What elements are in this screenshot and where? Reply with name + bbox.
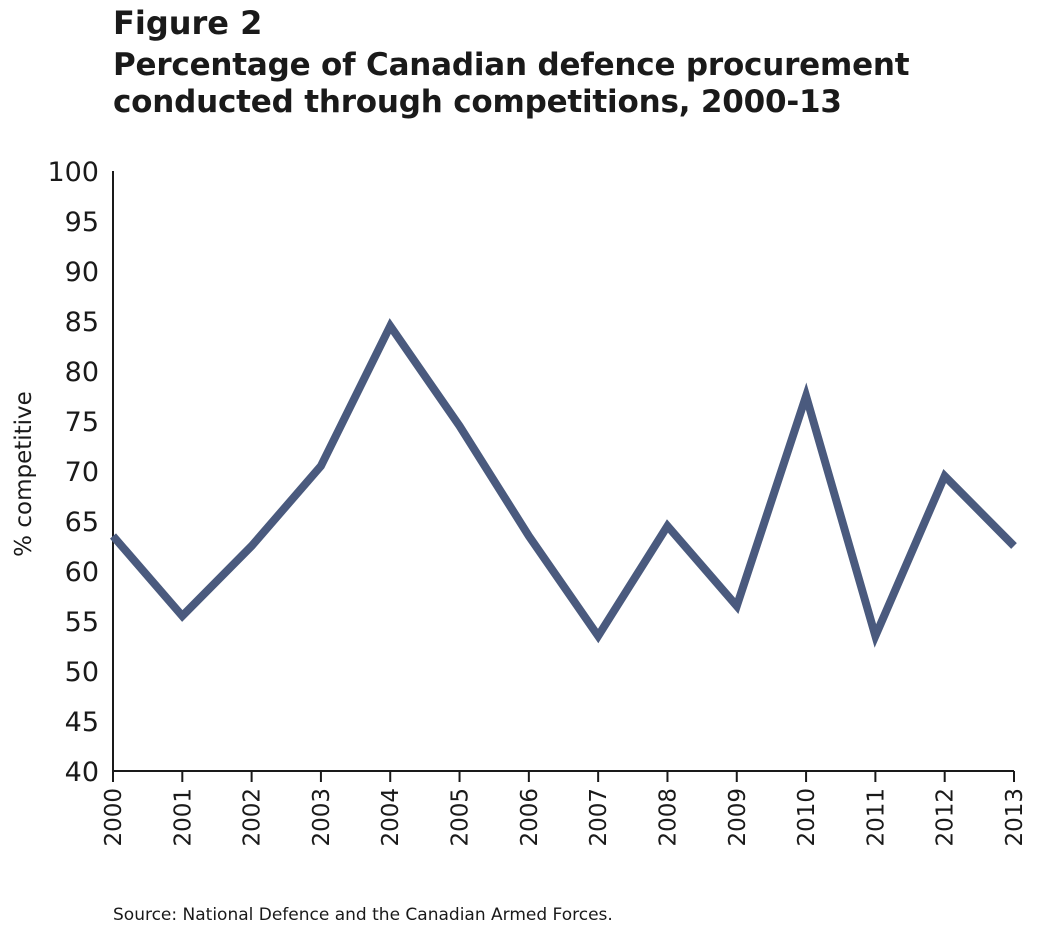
y-tick-label: 55: [65, 607, 99, 638]
source-note: Source: National Defence and the Canadia…: [113, 905, 613, 925]
x-tick-label: 2003: [309, 788, 335, 847]
x-tick-label: 2013: [1002, 788, 1028, 847]
x-tick-label: 2000: [101, 788, 127, 847]
x-tick-label: 2012: [933, 788, 959, 847]
y-tick-label: 75: [65, 407, 99, 438]
y-tick-label: 100: [47, 157, 99, 188]
x-axis-ticks: 2000 2001 2002 2003 2004 2005 2006 2007 2008 2009…: [101, 771, 1028, 847]
y-axis-title: % competitive: [11, 391, 37, 557]
y-tick-label: 90: [65, 257, 99, 288]
x-tick-label: 2010: [794, 788, 820, 847]
y-tick-label: 50: [65, 657, 99, 688]
data-points: [112, 325, 1015, 637]
y-axis-ticks: 40 45 50 55 60 65 70 75 80 85 90 95 100: [47, 157, 99, 788]
x-tick-label: 2004: [378, 788, 404, 847]
x-tick-label: 2011: [863, 788, 889, 847]
series-line: [109, 318, 1017, 648]
chart-title: Percentage of Canadian defence procureme…: [113, 47, 910, 120]
y-tick-label: 70: [65, 457, 99, 488]
y-tick-label: 40: [65, 757, 99, 788]
y-axis-title-group: % competitive: [11, 391, 37, 557]
x-tick-label: 2006: [517, 788, 543, 847]
y-tick-label: 60: [65, 557, 99, 588]
y-tick-label: 85: [65, 307, 99, 338]
x-tick-label: 2008: [655, 788, 681, 847]
figure-label: Figure 2: [113, 4, 263, 42]
y-tick-label: 65: [65, 507, 99, 538]
x-tick-label: 2009: [725, 788, 751, 847]
y-tick-label: 95: [65, 207, 99, 238]
x-tick-label: 2007: [586, 788, 612, 847]
x-tick-label: 2001: [170, 788, 196, 847]
x-tick-label: 2002: [240, 788, 266, 847]
x-tick-label: 2005: [448, 788, 474, 847]
y-tick-label: 45: [65, 707, 99, 738]
y-tick-label: 80: [65, 357, 99, 388]
